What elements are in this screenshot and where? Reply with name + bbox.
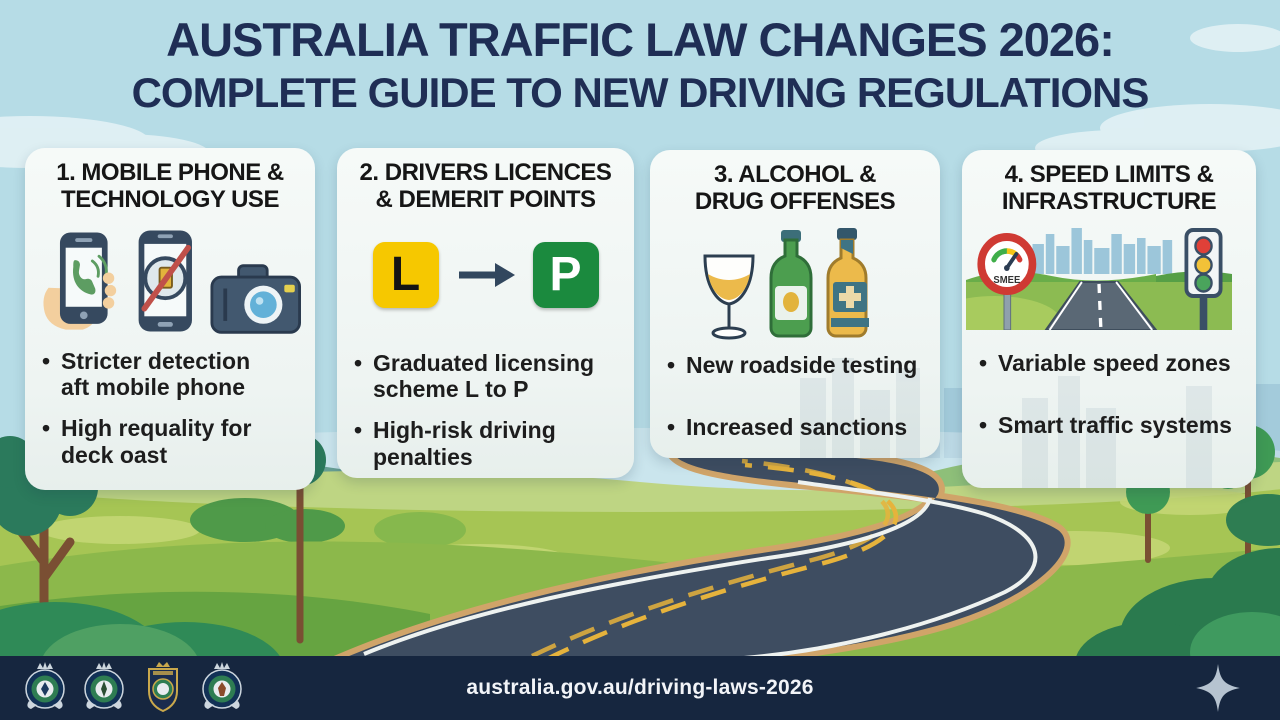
card-speed-limits-infrastructure: 4. SPEED LIMITS & INFRASTRUCTURE xyxy=(962,150,1256,488)
left-bushes xyxy=(0,602,280,656)
police-badges xyxy=(22,661,245,715)
card-heading: 3. ALCOHOL & DRUG OFFENSES xyxy=(694,161,896,215)
l-plate: L xyxy=(372,241,439,308)
right-bushes xyxy=(1076,494,1280,656)
bullet-item: High requality for deck oast xyxy=(39,415,301,468)
police-crest-badge xyxy=(25,662,65,709)
footer-url: australia.gov.au/driving-laws-2026 xyxy=(466,676,814,699)
footer-bar: australia.gov.au/driving-laws-2026 xyxy=(0,656,1280,720)
no-phone-icon xyxy=(138,230,192,332)
road-center-lines xyxy=(531,458,898,656)
police-crest-badge xyxy=(202,662,242,709)
police-crest-badge xyxy=(84,662,124,709)
card2-icon-row: L P xyxy=(351,241,620,308)
card-heading: 2. DRIVERS LICENCES & DEMERIT POINTS xyxy=(359,159,612,213)
alcohol-icons xyxy=(703,227,869,340)
bullet-item: Variable speed zones xyxy=(976,350,1242,377)
card4-bullets: Variable speed zones Smart traffic syste… xyxy=(976,350,1242,439)
title-line-2: COMPLETE GUIDE TO NEW DRIVING REGULATION… xyxy=(131,68,1150,116)
speed-sign-label: SMEE xyxy=(993,275,1020,286)
city-skyline xyxy=(1032,227,1173,274)
bullet-item: Increased sanctions xyxy=(664,414,926,441)
bullet-item: Stricter detection aft mobile phone xyxy=(39,348,301,401)
bullet-item: Smart traffic systems xyxy=(976,412,1242,439)
page-title: AUSTRALIA TRAFFIC LAW CHANGES 2026: COMP… xyxy=(0,13,1280,116)
wine-glass-icon xyxy=(703,254,755,340)
card3-icon-row xyxy=(664,227,926,340)
card-licences-demerit-points: 2. DRIVERS LICENCES & DEMERIT POINTS L P… xyxy=(337,148,634,478)
card3-bullets: New roadside testing Increased sanctions xyxy=(664,352,926,441)
card1-icon-row xyxy=(39,220,301,338)
card-mobile-phone-technology: 1. MOBILE PHONE & TECHNOLOGY USE xyxy=(25,148,315,490)
title-line-1: AUSTRALIA TRAFFIC LAW CHANGES 2026: xyxy=(166,13,1115,66)
card2-bullets: Graduated licensing scheme L to P High-r… xyxy=(351,350,620,471)
bullet-item: High-risk driving penalties xyxy=(351,417,620,470)
card-alcohol-drug-offenses: 3. ALCOHOL & DRUG OFFENSES xyxy=(650,150,940,458)
card1-bullets: Stricter detection aft mobile phone High… xyxy=(39,348,301,469)
arrow-right-icon xyxy=(458,262,515,287)
bullet-item: New roadside testing xyxy=(664,352,926,379)
road-scene: SMEE xyxy=(966,227,1232,330)
spirits-bottle-icon xyxy=(826,227,869,338)
police-shield-badge xyxy=(148,662,178,713)
sparkle-icon xyxy=(1196,664,1240,712)
camera-icon xyxy=(210,263,301,334)
speedometer-sign: SMEE xyxy=(977,232,1037,330)
bullet-item: Graduated licensing scheme L to P xyxy=(351,350,620,403)
beer-bottle-icon xyxy=(769,229,813,338)
hand-phone-icon xyxy=(43,232,117,330)
road-edge-lines xyxy=(363,480,1038,656)
card-heading: 1. MOBILE PHONE & TECHNOLOGY USE xyxy=(56,159,284,213)
card-heading: 4. SPEED LIMITS & INFRASTRUCTURE xyxy=(1001,161,1217,215)
traffic-light-icon xyxy=(1184,227,1223,330)
p-plate: P xyxy=(532,241,599,308)
